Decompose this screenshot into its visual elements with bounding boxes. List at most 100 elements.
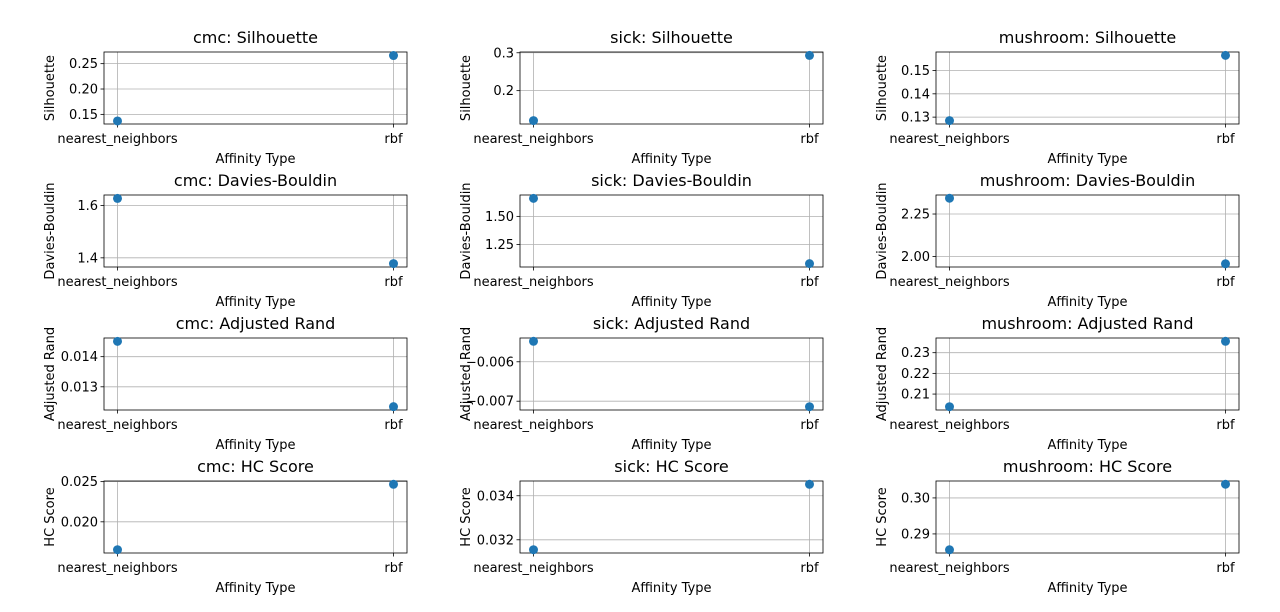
y-tick-label: 0.15 <box>901 64 930 79</box>
y-axis-label: Silhouette <box>875 55 890 121</box>
x-axis-label: Affinity Type <box>1047 295 1127 310</box>
data-point <box>1221 479 1230 489</box>
y-axis-label: Adjusted Rand <box>43 327 58 421</box>
plot-frame <box>935 337 1240 411</box>
x-tick-label: nearest_neighbors <box>889 132 1010 147</box>
chart-title: mushroom: Silhouette <box>999 28 1176 47</box>
data-point <box>1221 50 1230 60</box>
data-point <box>113 116 122 126</box>
x-tick-label: rbf <box>800 418 819 433</box>
data-point <box>389 402 398 412</box>
x-tick-label: nearest_neighbors <box>889 561 1010 576</box>
x-tick-label: nearest_neighbors <box>889 275 1010 290</box>
x-tick-label: nearest_neighbors <box>889 418 1010 433</box>
chart-title: sick: Davies-Bouldin <box>591 171 752 190</box>
data-point <box>1221 259 1230 269</box>
x-axis-label: Affinity Type <box>1047 152 1127 167</box>
data-point <box>805 402 814 412</box>
x-tick-label: rbf <box>800 275 819 290</box>
x-tick-label: rbf <box>1216 561 1235 576</box>
x-axis-label: Affinity Type <box>215 295 295 310</box>
x-tick-label: nearest_neighbors <box>473 275 594 290</box>
data-point <box>945 545 954 555</box>
data-point <box>529 116 538 126</box>
chart-title: mushroom: Davies-Bouldin <box>980 171 1196 190</box>
y-tick-label: 0.23 <box>901 346 930 361</box>
y-tick-label: 2.25 <box>901 208 930 223</box>
chart-title: sick: HC Score <box>614 457 728 476</box>
x-axis-label: Affinity Type <box>215 438 295 453</box>
x-axis-label: Affinity Type <box>1047 438 1127 453</box>
data-point <box>113 545 122 555</box>
y-tick-label: −0.007 <box>466 395 514 410</box>
plot-frame <box>519 337 824 411</box>
data-point <box>805 50 814 60</box>
x-axis-label: Affinity Type <box>215 152 295 167</box>
y-tick-label: 0.013 <box>61 380 98 395</box>
y-tick-label: 0.14 <box>901 87 930 102</box>
y-axis-label: Davies-Bouldin <box>43 182 58 279</box>
x-tick-label: rbf <box>384 561 403 576</box>
data-point <box>529 545 538 555</box>
data-point <box>805 259 814 269</box>
data-point <box>805 479 814 489</box>
x-tick-label: rbf <box>1216 275 1235 290</box>
y-tick-label: 0.034 <box>477 489 514 504</box>
plot-frame <box>103 51 408 125</box>
plot-frame <box>519 480 824 554</box>
x-tick-label: nearest_neighbors <box>57 132 178 147</box>
y-tick-label: 0.020 <box>61 515 98 530</box>
y-axis-label: HC Score <box>875 487 890 546</box>
plot-frame <box>935 194 1240 268</box>
y-axis-label: Davies-Bouldin <box>875 182 890 279</box>
plot-frame <box>103 337 408 411</box>
y-tick-label: 1.4 <box>77 251 98 266</box>
data-point <box>113 336 122 346</box>
y-tick-label: 0.29 <box>901 527 930 542</box>
y-tick-label: 0.15 <box>69 108 98 123</box>
y-tick-label: 2.00 <box>901 250 930 265</box>
plot-frame <box>519 51 824 125</box>
y-tick-label: 0.032 <box>477 533 514 548</box>
x-axis-label: Affinity Type <box>631 152 711 167</box>
data-point <box>529 193 538 203</box>
x-axis-label: Affinity Type <box>215 581 295 596</box>
x-axis-label: Affinity Type <box>631 295 711 310</box>
x-tick-label: rbf <box>1216 418 1235 433</box>
data-point <box>529 336 538 346</box>
plot-frame <box>935 51 1240 125</box>
chart-title: cmc: Silhouette <box>193 28 318 47</box>
y-tick-label: 0.25 <box>69 57 98 72</box>
x-axis-label: Affinity Type <box>631 438 711 453</box>
y-axis-label: Silhouette <box>459 55 474 121</box>
x-axis-label: Affinity Type <box>631 581 711 596</box>
y-axis-label: Davies-Bouldin <box>459 182 474 279</box>
data-point <box>113 193 122 203</box>
y-tick-label: 0.025 <box>61 475 98 490</box>
y-tick-label: 0.21 <box>901 388 930 403</box>
data-point <box>945 193 954 203</box>
x-axis-label: Affinity Type <box>1047 581 1127 596</box>
y-tick-label: 1.6 <box>77 199 98 214</box>
chart-title: sick: Adjusted Rand <box>593 314 750 333</box>
x-tick-label: rbf <box>800 561 819 576</box>
chart-title: cmc: Davies-Bouldin <box>174 171 337 190</box>
x-tick-label: rbf <box>384 132 403 147</box>
y-tick-label: 0.22 <box>901 367 930 382</box>
data-point <box>389 51 398 61</box>
x-tick-label: nearest_neighbors <box>57 418 178 433</box>
chart-title: mushroom: Adjusted Rand <box>981 314 1193 333</box>
x-tick-label: rbf <box>384 275 403 290</box>
plot-frame <box>103 480 408 554</box>
plot-frame <box>103 194 408 268</box>
y-tick-label: 1.25 <box>485 238 514 253</box>
data-point <box>389 259 398 269</box>
chart-title: cmc: Adjusted Rand <box>176 314 336 333</box>
y-tick-label: 0.014 <box>61 350 98 365</box>
data-point <box>1221 336 1230 346</box>
data-point <box>945 402 954 412</box>
y-tick-label: 0.30 <box>901 491 930 506</box>
y-tick-label: 0.2 <box>493 84 514 99</box>
x-tick-label: nearest_neighbors <box>473 418 594 433</box>
chart-title: cmc: HC Score <box>197 457 314 476</box>
